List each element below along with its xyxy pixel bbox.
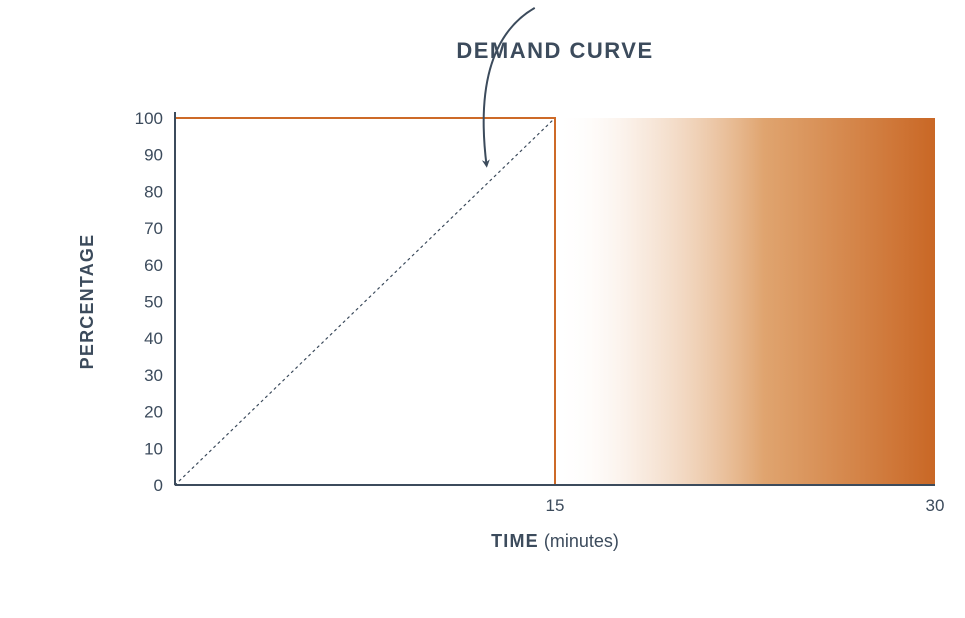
y-axis-label: PERCENTAGE xyxy=(77,234,97,370)
x-tick-label: 15 xyxy=(546,496,565,515)
chart-title: DEMAND CURVE xyxy=(456,38,653,63)
y-tick-label: 70 xyxy=(144,219,163,238)
shaded-region xyxy=(555,118,935,485)
y-tick-label: 60 xyxy=(144,256,163,275)
y-tick-labels: 0 10 20 30 40 50 60 70 80 90 100 xyxy=(135,109,163,495)
demand-curve-chart: 0102030405060708090100 1530 PERCENTAGE T… xyxy=(0,0,965,618)
x-tick-labels: 1530 xyxy=(546,496,945,515)
y-tick-label: 20 xyxy=(144,403,163,422)
x-axis-label: TIME (minutes) xyxy=(491,531,619,551)
x-tick-label: 30 xyxy=(926,496,945,515)
y-tick-label: 100 xyxy=(135,109,163,128)
y-tick-label: 0 xyxy=(154,476,163,495)
callout-arrow xyxy=(484,8,535,166)
y-tick-label: 90 xyxy=(144,146,163,165)
y-tick-label: 10 xyxy=(144,439,163,458)
y-tick-label: 40 xyxy=(144,329,163,348)
y-tick-label: 30 xyxy=(144,366,163,385)
y-tick-label: 50 xyxy=(144,293,163,312)
y-tick-label: 80 xyxy=(144,182,163,201)
diagonal-guide-line xyxy=(175,118,555,485)
